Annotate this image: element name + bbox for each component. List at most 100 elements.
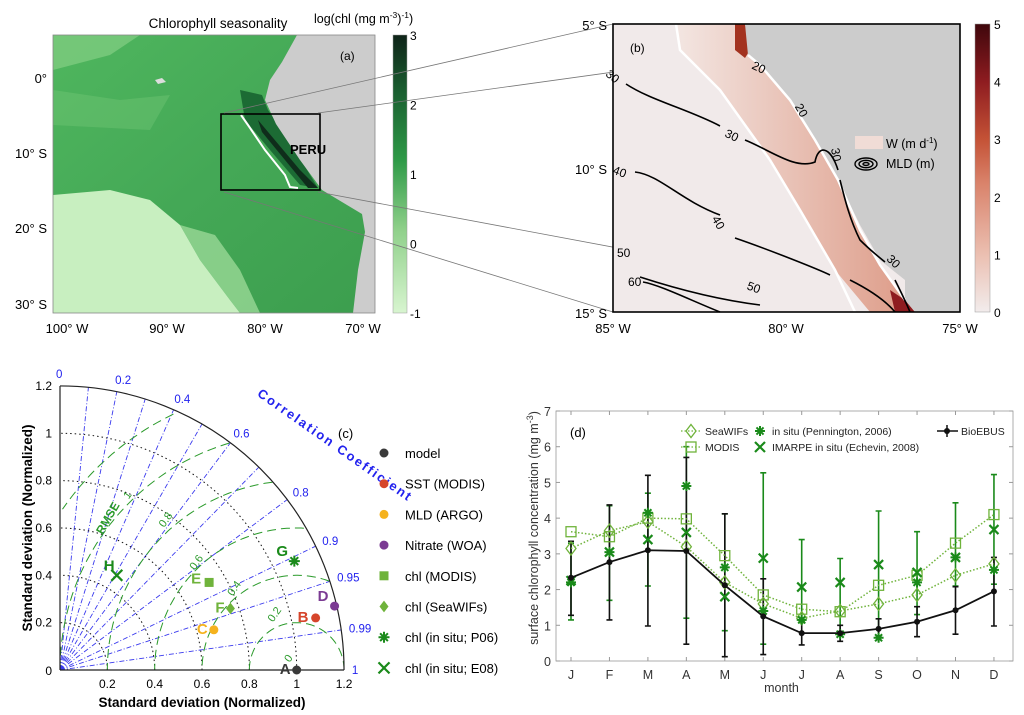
legend-label: chl (in situ; P06) <box>405 630 498 645</box>
legend-label: Nitrate (WOA) <box>405 538 487 553</box>
data-point <box>798 630 805 637</box>
y-tick-label: 0 <box>45 664 52 678</box>
std-dev-arc <box>59 480 250 671</box>
colorbar-tick-label: 4 <box>994 76 1001 90</box>
mld-contours <box>625 83 911 313</box>
panel-c-label: (c) <box>338 426 353 441</box>
data-point <box>914 618 921 625</box>
x-tick-label: 1.2 <box>336 677 353 691</box>
galapagos-islands <box>155 78 166 84</box>
legend-marker <box>754 441 766 453</box>
data-point <box>952 607 959 614</box>
x-tick-label: 0.2 <box>99 677 116 691</box>
svg-text:60: 60 <box>628 275 642 289</box>
legend-mld-label: MLD (m) <box>886 157 935 171</box>
data-point <box>642 507 653 518</box>
panel-d-label: (d) <box>570 425 586 440</box>
y-tick-label: 30° S <box>15 297 47 312</box>
rmse-arc <box>62 413 174 510</box>
x-tick-label: 100° W <box>46 321 90 336</box>
taylor-point-label: F <box>215 599 224 616</box>
data-point <box>949 537 962 549</box>
legend-marker <box>377 661 391 675</box>
colorbar-tick-label: 3 <box>994 133 1001 147</box>
legend-marker <box>685 423 697 439</box>
colorbar-tick-label: 5 <box>994 18 1001 32</box>
legend-label: MODIS <box>705 442 739 454</box>
colorbar-b <box>974 23 991 313</box>
legend-marker <box>378 631 390 643</box>
data-point <box>719 549 731 562</box>
colorbar-tick-label: 0 <box>410 238 417 252</box>
rmse-arc <box>154 527 304 670</box>
y-tick-label: 1.2 <box>35 379 52 393</box>
rmse-tick-label: 0.8 <box>157 510 176 529</box>
legend-label: model <box>405 446 441 461</box>
series-line <box>570 513 995 613</box>
data-point <box>990 588 997 595</box>
panel-b-frame <box>612 23 961 313</box>
svg-text:50: 50 <box>617 246 631 260</box>
taylor-point-label: D <box>318 588 329 605</box>
peru-label: PERU <box>290 142 326 157</box>
x-tick-label: 75° W <box>942 321 978 336</box>
panel-a-frame <box>52 34 376 314</box>
x-tick-label: M <box>720 668 730 682</box>
colorbar-tick-label: 2 <box>410 99 417 113</box>
taylor-point-label: H <box>104 557 115 574</box>
x-tick-label: 0.4 <box>146 677 163 691</box>
taylor-point-label: E <box>191 570 201 587</box>
data-point <box>949 567 962 583</box>
data-point <box>873 632 884 643</box>
taylor-point-D <box>330 601 340 611</box>
y-tick-label: 2 <box>544 584 551 598</box>
taylor-point-B <box>311 613 321 623</box>
mld-contour-labels: 30 20 20 30 30 40 40 50 60 50 30 <box>603 58 903 296</box>
x-tick-label: J <box>568 668 574 682</box>
rmse-arc <box>106 481 273 670</box>
data-point <box>912 577 923 588</box>
x-tick-label: 0.8 <box>241 677 258 691</box>
legend-label: chl (MODIS) <box>405 569 477 584</box>
data-point <box>642 534 654 545</box>
taylor-point-F <box>225 602 235 615</box>
legend-marker <box>379 600 389 613</box>
x-tick-label: J <box>799 668 805 682</box>
y-tick-label: 6 <box>544 441 551 455</box>
y-tick-label: 20° S <box>15 221 47 236</box>
legend-label: IMARPE in situ (Echevin, 2008) <box>772 442 919 454</box>
taylor-point-label: G <box>276 543 288 560</box>
plot-area <box>555 410 1014 662</box>
y-tick-label: 0.6 <box>35 521 52 535</box>
taylor-point-C <box>209 625 219 635</box>
y-tick-label: 0.4 <box>35 568 52 582</box>
x-tick-label: 70° W <box>345 321 381 336</box>
data-point <box>758 606 769 616</box>
land-peru <box>745 24 960 312</box>
legend-label: chl (SeaWIFs) <box>405 600 487 615</box>
x-tick-label: S <box>874 668 882 682</box>
x-tick-label: M <box>643 668 653 682</box>
shelf-contour-offshore <box>674 23 857 313</box>
rmse-tick-label: 1 <box>121 489 134 501</box>
data-point <box>603 531 616 543</box>
x-tick-label: O <box>912 668 922 682</box>
data-point <box>606 559 613 566</box>
legend-marker <box>379 479 389 489</box>
data-point <box>988 524 1000 535</box>
legend-label: SST (MODIS) <box>405 477 485 492</box>
svg-text:40: 40 <box>611 163 629 181</box>
colorbar-a-label: log(chl (mg m-3)-1) <box>314 10 413 26</box>
correlation-tick-label: 0.9 <box>322 536 338 548</box>
rmse-arc <box>248 622 345 670</box>
rmse-tick-label: 0 <box>282 653 295 665</box>
y-axis-title: surface chlorophyll concentration (mg m-… <box>525 411 541 645</box>
y-tick-label: 1 <box>45 426 52 440</box>
y-tick-label: 1 <box>544 619 551 633</box>
panel-b-ticks: 5° S 10° S 15° S85° W 80° W 75° W 5 4 3 2 1 0 <box>575 18 1001 336</box>
x-tick-label: 1 <box>293 677 300 691</box>
data-point <box>796 603 808 615</box>
rmse-tick-label: 0.2 <box>266 605 285 624</box>
taylor-point-label: B <box>298 609 309 626</box>
